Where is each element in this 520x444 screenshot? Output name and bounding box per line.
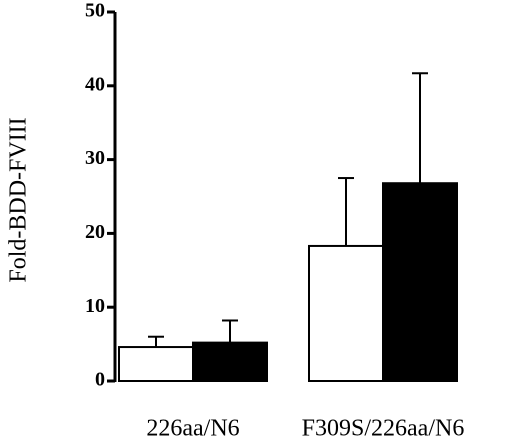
y-tick-label: 20 [85,221,105,243]
bar [308,244,384,382]
bar [192,341,268,382]
y-axis-label: Fold-BDD-FVIII [6,117,32,282]
x-tick-label: 226aa/N6 [146,416,239,442]
y-tick-label: 10 [85,295,105,317]
x-tick-label: F309S/226aa/N6 [302,416,465,442]
y-tick-label: 0 [95,369,105,391]
bar [382,182,458,382]
bar [118,346,194,382]
y-tick-label: 40 [85,73,105,95]
y-tick-label: 30 [85,147,105,169]
y-tick-label: 50 [85,0,105,22]
